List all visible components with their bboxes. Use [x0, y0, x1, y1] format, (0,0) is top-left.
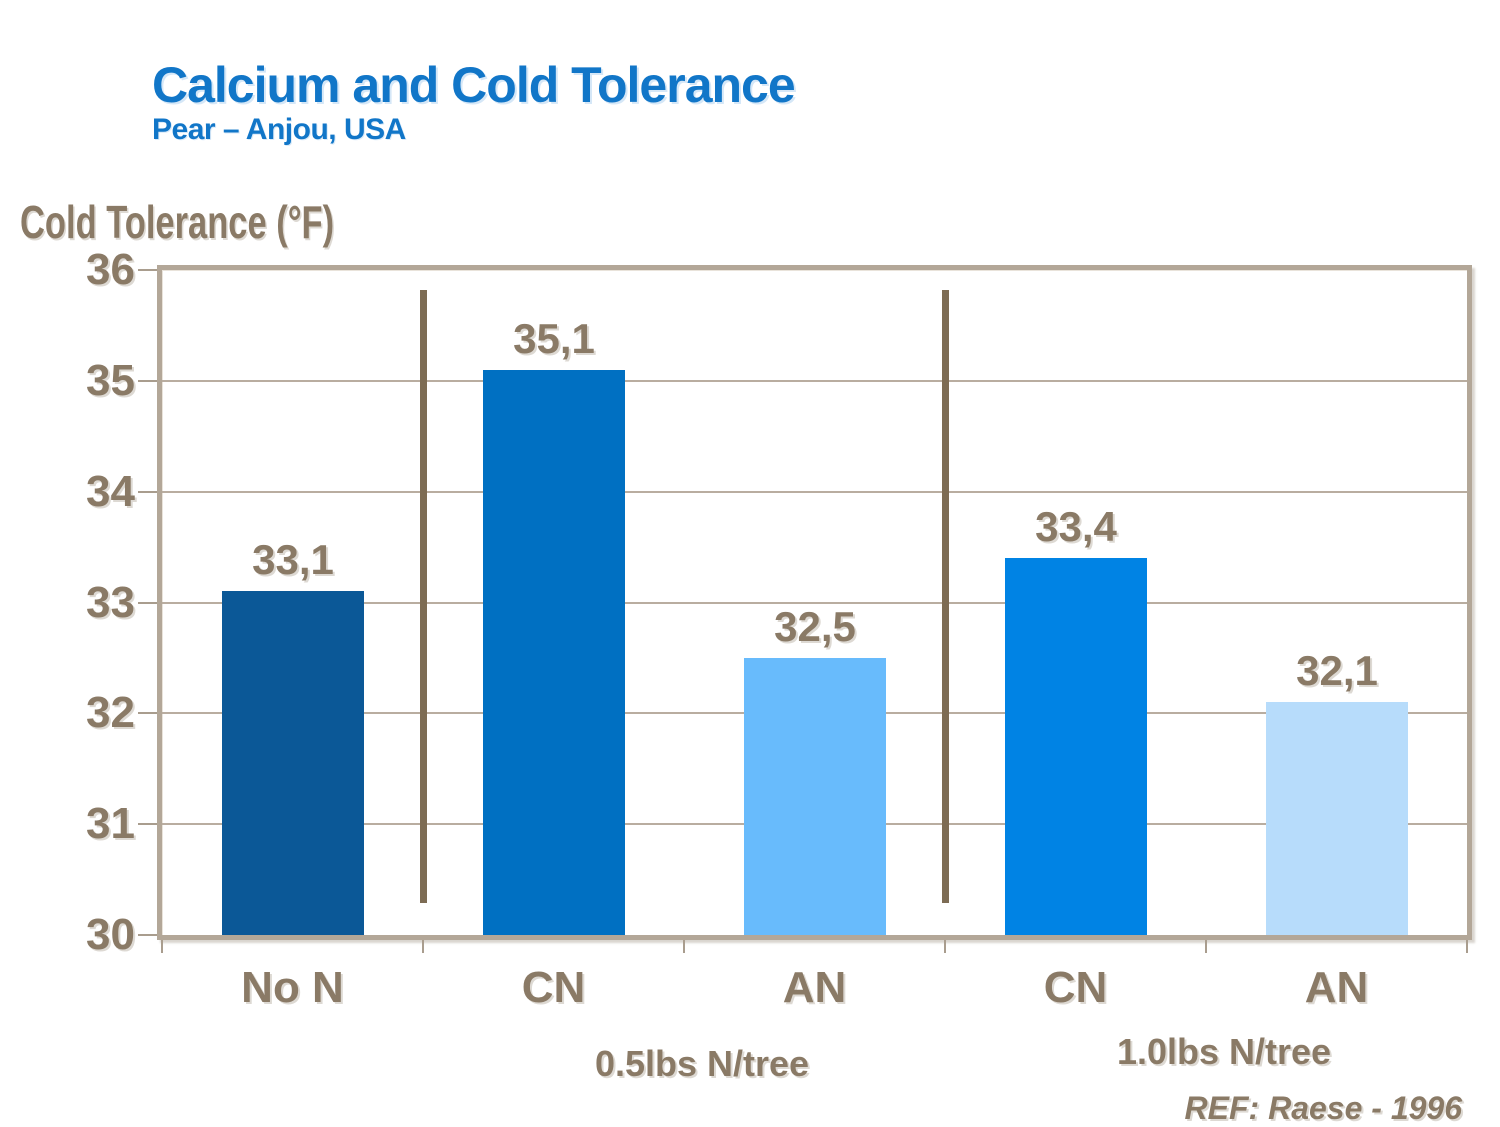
- reference-text: REF: Raese - 1996: [1184, 1090, 1462, 1126]
- y-axis-label: Cold Tolerance (°F): [20, 196, 335, 248]
- x-category-label: AN: [782, 963, 847, 1012]
- group-label: 1.0lbs N/tree: [1116, 1031, 1332, 1072]
- y-tick-mark: [138, 712, 157, 715]
- x-category-label: No N: [241, 963, 344, 1012]
- bar-3: [744, 658, 886, 935]
- gridline: [162, 490, 1467, 493]
- bar-value-label: 33,1: [252, 536, 334, 583]
- group-label: 0.5lbs N/tree: [594, 1043, 810, 1084]
- chart-subtitle: Pear – Anjou, USA: [152, 113, 406, 146]
- chart-title: Calcium and Cold Tolerance: [152, 57, 796, 113]
- bar-value-label: 32,5: [774, 603, 856, 650]
- y-tick-mark: [138, 379, 157, 382]
- y-tick-label: 36: [86, 245, 135, 294]
- plot-area: 33,1 35,1 32,5 33,4 32,1: [157, 265, 1472, 940]
- y-tick-label: 32: [86, 688, 135, 738]
- bar-5: [1266, 702, 1408, 935]
- x-category-label: AN: [1304, 963, 1369, 1012]
- bar-value-label: 33,4: [1035, 503, 1117, 550]
- gridline: [162, 379, 1467, 382]
- bar-value-label: 35,1: [513, 315, 595, 362]
- x-tick-mark: [1466, 940, 1468, 953]
- y-tick-label: 33: [86, 577, 135, 627]
- group-divider-line: [942, 290, 949, 903]
- y-tick-mark: [138, 823, 157, 826]
- bar-2: [483, 370, 625, 935]
- y-tick-label: 34: [86, 466, 135, 516]
- y-tick-mark: [138, 490, 157, 493]
- y-tick-mark: [138, 601, 157, 604]
- group-divider-line: [420, 290, 427, 903]
- x-tick-mark: [944, 940, 946, 953]
- x-tick-mark: [683, 940, 685, 953]
- y-tick-label: 30: [86, 910, 135, 959]
- y-tick-label: 35: [86, 355, 135, 405]
- x-category-label: CN: [1043, 963, 1108, 1012]
- x-tick-mark: [1205, 940, 1207, 953]
- bar-4: [1005, 558, 1147, 935]
- x-tick-mark: [422, 940, 424, 953]
- y-tick-mark: [138, 934, 157, 936]
- x-category-label: CN: [521, 963, 586, 1012]
- y-tick-label: 31: [86, 799, 135, 849]
- bar-value-label: 32,1: [1296, 647, 1378, 694]
- gridline: [162, 601, 1467, 604]
- x-tick-mark: [161, 940, 163, 953]
- y-tick-mark: [138, 269, 157, 271]
- bar-1: [222, 591, 364, 935]
